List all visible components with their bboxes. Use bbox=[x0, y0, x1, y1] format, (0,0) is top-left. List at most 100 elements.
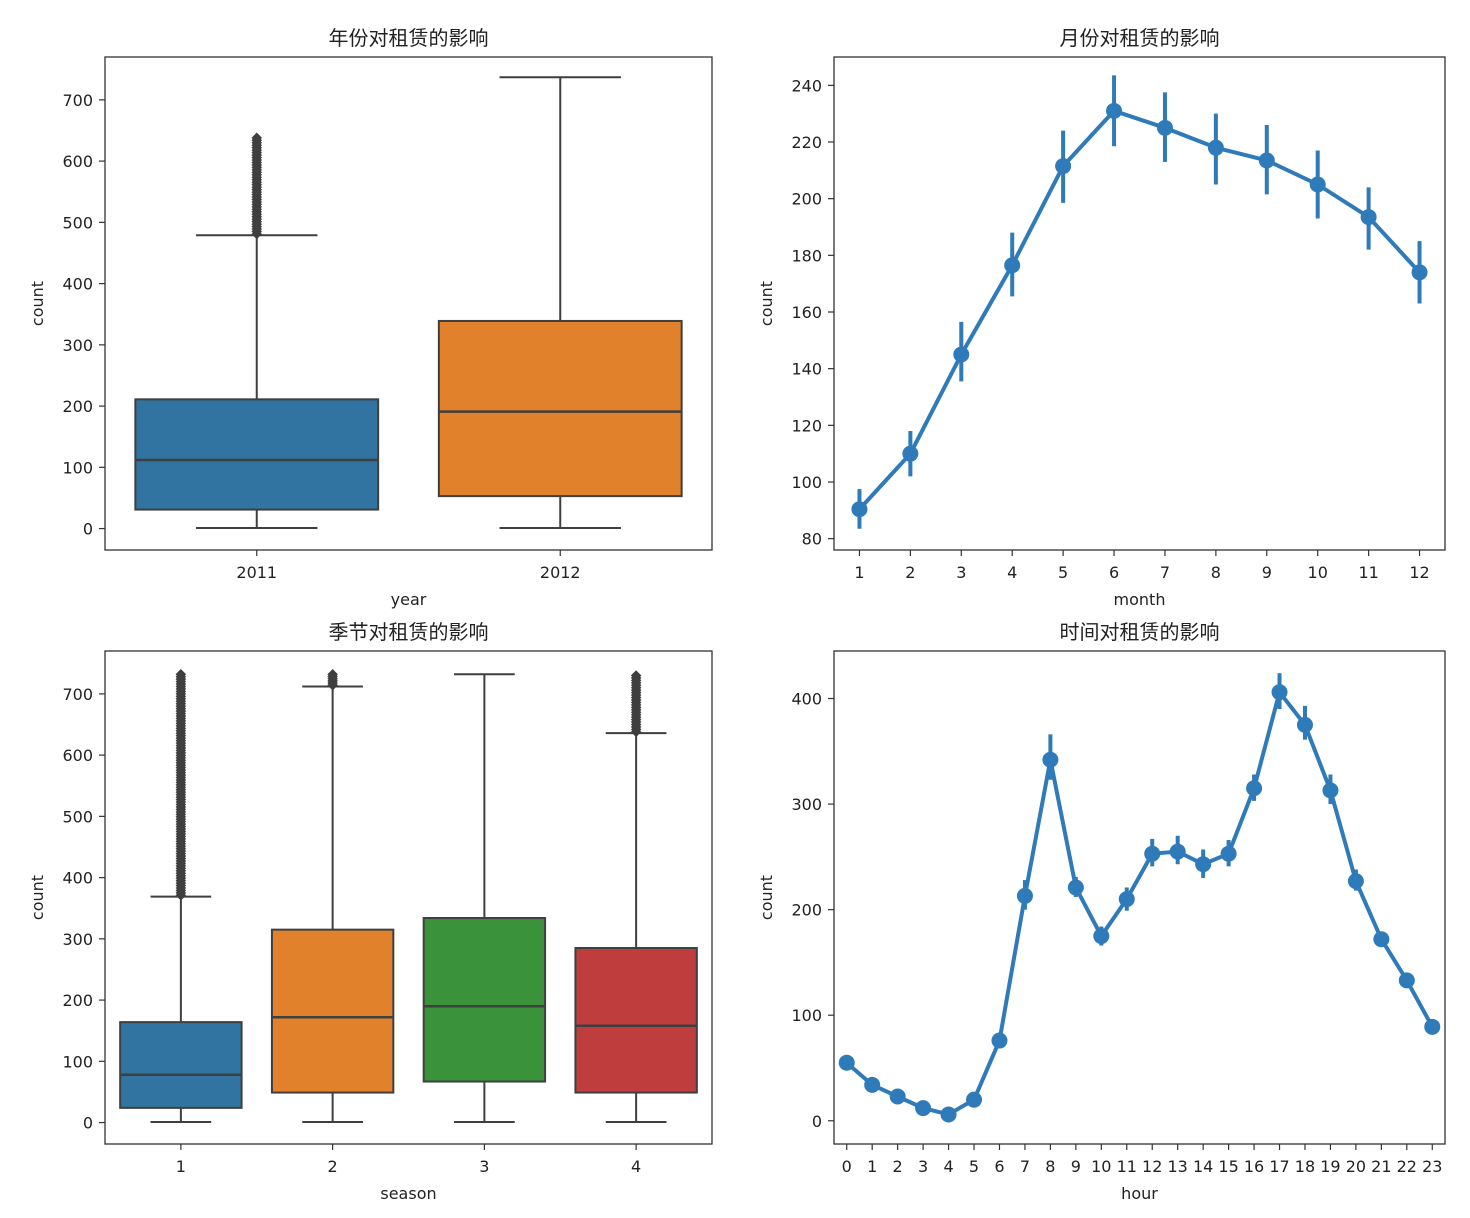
data-point bbox=[1067, 879, 1084, 896]
y-axis-label: count bbox=[757, 281, 776, 326]
x-tick-label: 8 bbox=[1045, 1157, 1055, 1176]
x-tick-label: 5 bbox=[969, 1157, 979, 1176]
chart-season-boxplot: 季节对租赁的影响 0 100 200 300 400 500 600 700 1 2 3 4 season… bbox=[28, 620, 713, 1203]
y-tick-label: 160 bbox=[791, 303, 822, 322]
y-tick-label: 700 bbox=[62, 91, 93, 110]
data-point bbox=[1042, 751, 1059, 768]
y-tick-label: 0 bbox=[83, 520, 93, 539]
x-tick-label: 12 bbox=[1142, 1157, 1162, 1176]
data-point bbox=[1004, 257, 1021, 274]
y-tick-label: 100 bbox=[791, 473, 822, 492]
x-tick-label: 3 bbox=[479, 1157, 489, 1176]
plot-frame bbox=[104, 650, 713, 1145]
x-tick-label: 7 bbox=[1160, 563, 1170, 582]
chart-title: 时间对租赁的影响 bbox=[1060, 620, 1220, 644]
data-point bbox=[1398, 972, 1415, 989]
x-tick-label: 3 bbox=[918, 1157, 928, 1176]
data-point bbox=[1309, 176, 1326, 193]
y-tick-label: 500 bbox=[62, 213, 93, 232]
x-tick-label: 13 bbox=[1168, 1157, 1188, 1176]
data-point bbox=[1424, 1018, 1441, 1035]
x-tick-label: 8 bbox=[1211, 563, 1221, 582]
box-group bbox=[134, 132, 380, 529]
y-axis-label: count bbox=[757, 875, 776, 920]
x-tick-label: 1 bbox=[176, 1157, 186, 1176]
data-point bbox=[902, 445, 919, 462]
data-point bbox=[1169, 843, 1186, 860]
y-tick-label: 300 bbox=[62, 336, 93, 355]
outlier-marker bbox=[630, 670, 642, 681]
x-tick-label: 21 bbox=[1371, 1157, 1391, 1176]
y-tick-label: 200 bbox=[791, 901, 822, 920]
x-tick-label: 23 bbox=[1422, 1157, 1442, 1176]
plot-frame bbox=[104, 56, 713, 551]
x-tick-label: 22 bbox=[1397, 1157, 1417, 1176]
data-point bbox=[953, 346, 970, 363]
chart-title: 年份对租赁的影响 bbox=[329, 26, 489, 50]
box-body bbox=[422, 917, 547, 1083]
box-group bbox=[119, 668, 243, 1123]
x-tick-label: 10 bbox=[1091, 1157, 1111, 1176]
x-axis-label: month bbox=[1114, 590, 1166, 609]
x-tick-label: 11 bbox=[1117, 1157, 1137, 1176]
data-point bbox=[1106, 102, 1123, 119]
x-tick-label: 6 bbox=[1109, 563, 1119, 582]
data-point bbox=[1118, 891, 1135, 908]
x-tick-label: 9 bbox=[1071, 1157, 1081, 1176]
y-tick-label: 100 bbox=[62, 1052, 93, 1071]
data-point bbox=[838, 1054, 855, 1071]
x-tick-label: 17 bbox=[1269, 1157, 1289, 1176]
data-point bbox=[1373, 931, 1390, 948]
y-tick-label: 600 bbox=[62, 746, 93, 765]
y-tick-label: 600 bbox=[62, 152, 93, 171]
chart-year-boxplot: 年份对租赁的影响 0 100 200 300 400 500 600 700 2011 2012 ye… bbox=[28, 26, 713, 609]
data-point bbox=[1347, 873, 1364, 890]
box-body bbox=[437, 319, 683, 498]
x-tick-label: 1 bbox=[867, 1157, 877, 1176]
chart-title: 季节对租赁的影响 bbox=[329, 620, 489, 644]
y-axis-label: count bbox=[28, 281, 47, 326]
x-tick-label: 9 bbox=[1262, 563, 1272, 582]
outlier-marker bbox=[251, 132, 263, 144]
data-point bbox=[1144, 845, 1161, 862]
box-body bbox=[134, 398, 380, 511]
x-tick-label: 19 bbox=[1320, 1157, 1340, 1176]
y-tick-label: 100 bbox=[62, 458, 93, 477]
x-tick-label: 10 bbox=[1308, 563, 1328, 582]
x-tick-label: 12 bbox=[1409, 563, 1429, 582]
data-point bbox=[1016, 887, 1033, 904]
data-point bbox=[864, 1076, 881, 1093]
y-tick-label: 0 bbox=[812, 1112, 822, 1131]
y-tick-label: 300 bbox=[62, 930, 93, 949]
data-point bbox=[1360, 209, 1377, 226]
box-group bbox=[574, 670, 698, 1123]
x-tick-label: 1 bbox=[854, 563, 864, 582]
y-tick-label: 300 bbox=[791, 795, 822, 814]
data-point bbox=[1220, 845, 1237, 862]
y-tick-label: 400 bbox=[791, 690, 822, 709]
y-tick-label: 500 bbox=[62, 807, 93, 826]
data-point bbox=[1156, 119, 1173, 136]
x-tick-label: 16 bbox=[1244, 1157, 1264, 1176]
data-point bbox=[991, 1032, 1008, 1049]
data-point bbox=[915, 1100, 932, 1117]
data-point bbox=[1207, 139, 1224, 156]
y-tick-label: 180 bbox=[791, 246, 822, 265]
box-group bbox=[437, 76, 683, 529]
box-group bbox=[422, 673, 547, 1123]
y-tick-label: 120 bbox=[791, 416, 822, 435]
x-tick-label: 11 bbox=[1358, 563, 1378, 582]
x-tick-label: 20 bbox=[1346, 1157, 1366, 1176]
data-point bbox=[1296, 716, 1313, 733]
y-tick-label: 400 bbox=[62, 869, 93, 888]
series-line bbox=[857, 108, 1422, 511]
data-point bbox=[851, 501, 868, 518]
x-tick-label: 0 bbox=[842, 1157, 852, 1176]
data-point bbox=[889, 1088, 906, 1105]
x-tick-label: 2 bbox=[905, 563, 915, 582]
data-point bbox=[1411, 264, 1428, 281]
x-tick-label: 2012 bbox=[540, 563, 581, 582]
data-point bbox=[1271, 684, 1288, 701]
